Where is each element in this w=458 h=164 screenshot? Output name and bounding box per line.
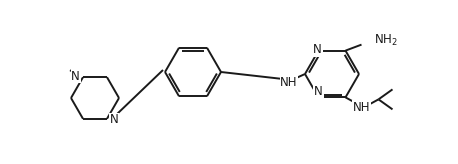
Text: N: N: [314, 85, 323, 98]
Text: N: N: [110, 113, 119, 126]
Text: N: N: [71, 70, 80, 83]
Text: NH$_2$: NH$_2$: [374, 33, 397, 48]
Text: NH: NH: [280, 76, 298, 90]
Text: NH: NH: [353, 101, 370, 114]
Text: N: N: [313, 43, 322, 56]
